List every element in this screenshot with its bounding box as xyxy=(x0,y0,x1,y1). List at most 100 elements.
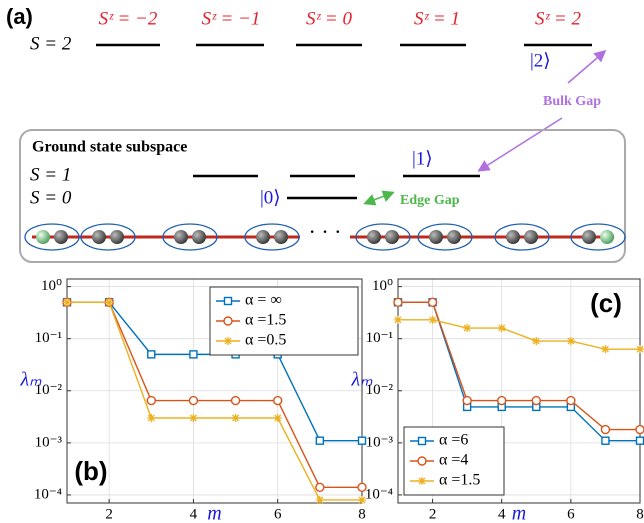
panel-label: (a) xyxy=(6,4,33,29)
marker xyxy=(358,495,366,504)
marker xyxy=(357,482,367,493)
legend-swatch xyxy=(223,316,233,326)
marker xyxy=(532,337,541,346)
y-tick-label: 10⁻² xyxy=(35,382,63,398)
marker xyxy=(636,345,644,354)
marker xyxy=(497,395,507,406)
y-tick-label: 10⁻¹ xyxy=(35,330,62,346)
level-label: S = 1 xyxy=(30,164,71,185)
spin xyxy=(524,230,538,244)
marker xyxy=(147,350,156,359)
marker xyxy=(566,337,575,346)
series-line xyxy=(67,301,362,501)
marker xyxy=(462,395,472,406)
marker xyxy=(231,414,240,423)
spin xyxy=(256,230,270,244)
marker xyxy=(357,436,367,445)
y-axis-label: λₘ xyxy=(19,369,42,391)
spin xyxy=(367,230,381,244)
marker xyxy=(394,315,402,324)
spin xyxy=(54,230,68,244)
y-tick-label: 10⁻² xyxy=(366,382,394,398)
singlet xyxy=(570,223,626,251)
spin xyxy=(447,230,461,244)
marker xyxy=(635,436,644,445)
series-line xyxy=(67,301,362,489)
y-tick-label: 10⁻⁴ xyxy=(34,486,62,502)
x-tick-label: 4 xyxy=(190,506,198,522)
x-tick-label: 6 xyxy=(567,506,575,522)
marker xyxy=(531,395,541,406)
arrow xyxy=(363,190,395,206)
marker xyxy=(147,414,156,423)
singlet xyxy=(244,223,300,251)
sz-label: Sᶻ = 1 xyxy=(414,8,460,29)
singlet xyxy=(24,223,80,251)
marker xyxy=(63,298,71,307)
singlet xyxy=(80,223,136,251)
marker xyxy=(601,345,610,354)
marker xyxy=(463,324,472,333)
marker xyxy=(428,315,437,324)
y-tick-label: 10⁻³ xyxy=(366,434,394,450)
gap-label: Bulk Gap xyxy=(543,94,601,109)
panel-label: (b) xyxy=(74,456,107,486)
chart: 10⁰ 10⁻¹ 10⁻² 10⁻³ 10⁻⁴ 2 4 6 8 α = ∞ α =1.5 α =0.5… xyxy=(19,278,367,523)
arrow xyxy=(477,117,563,172)
ket: |2⟩ xyxy=(530,50,551,71)
sz-label: Sᶻ = −1 xyxy=(202,8,261,29)
legend-swatch xyxy=(417,456,427,466)
spin xyxy=(92,230,106,244)
marker xyxy=(315,482,325,493)
y-tick-label: 10⁻³ xyxy=(35,434,63,450)
spin xyxy=(429,230,443,244)
spin xyxy=(174,230,188,244)
legend-label: α = ∞ xyxy=(245,292,282,309)
y-tick-label: 10⁻⁴ xyxy=(365,486,393,502)
marker xyxy=(189,350,198,359)
marker xyxy=(230,395,241,406)
spin xyxy=(192,230,206,244)
x-axis-label: m xyxy=(207,503,221,523)
spin xyxy=(274,230,288,244)
x-axis-label: m xyxy=(512,503,526,523)
sz-label: Sᶻ = 2 xyxy=(535,8,581,29)
chart: 10⁰ 10⁻¹ 10⁻² 10⁻³ 10⁻⁴ 2 4 6 8 α =6 α =4 α =1.5 λₘ m… xyxy=(350,278,644,523)
series-line xyxy=(398,319,640,350)
legend-box xyxy=(209,286,359,356)
legend-swatch xyxy=(224,337,232,345)
y-axis-label: λₘ xyxy=(350,369,373,391)
legend-label: α =1.5 xyxy=(439,472,480,489)
marker xyxy=(393,297,403,307)
arrow xyxy=(567,50,607,84)
subspace-box xyxy=(19,129,626,263)
marker xyxy=(427,297,438,307)
legend-label: α =4 xyxy=(439,452,468,469)
spin xyxy=(36,230,50,244)
spin xyxy=(506,230,520,244)
ket: |1⟩ xyxy=(412,148,433,169)
panel-label: (c) xyxy=(590,288,622,318)
y-tick-label: 10⁰ xyxy=(41,278,62,294)
x-tick-label: 2 xyxy=(429,506,437,522)
x-tick-label: 4 xyxy=(498,506,506,522)
marker xyxy=(273,395,283,406)
marker xyxy=(189,414,198,423)
singlet xyxy=(355,223,411,251)
marker xyxy=(601,436,610,445)
singlet xyxy=(417,223,473,251)
spin xyxy=(110,230,124,244)
y-tick-label: 10⁰ xyxy=(372,278,393,294)
diagram: (a) S = 2 Sᶻ = −2 Sᶻ = −1 Sᶻ = 0 Sᶻ = 1 … xyxy=(6,4,626,263)
ellipsis: · · · xyxy=(309,219,342,244)
x-tick-label: 2 xyxy=(105,506,113,522)
legend-swatch xyxy=(417,436,427,446)
ket: |0⟩ xyxy=(260,187,281,208)
legend-swatch xyxy=(223,296,233,306)
plot-frame xyxy=(397,278,641,504)
spin xyxy=(582,230,596,244)
marker xyxy=(105,298,114,307)
plot-frame xyxy=(66,278,363,504)
spin-chain: · · · xyxy=(24,219,626,251)
